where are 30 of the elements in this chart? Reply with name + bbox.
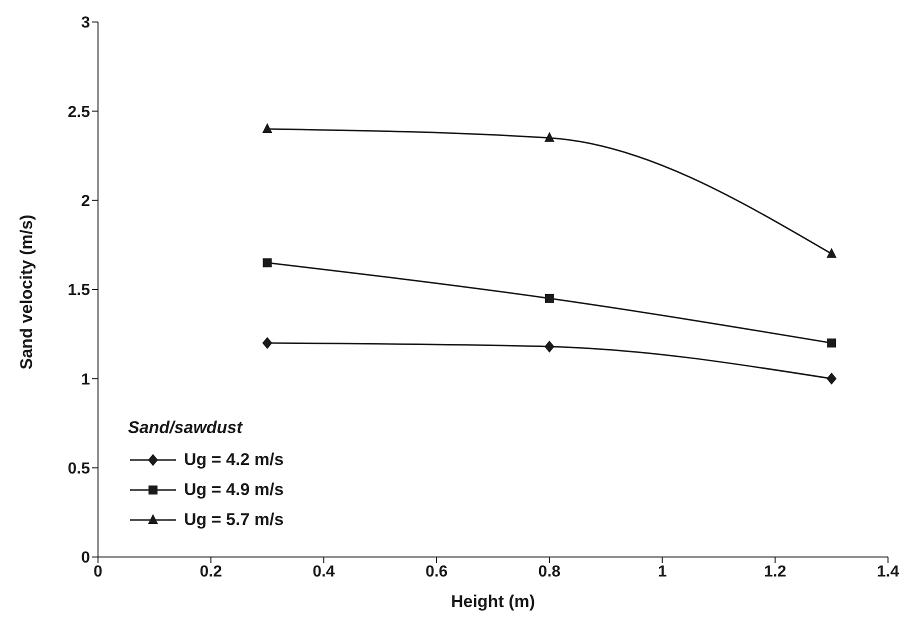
point xyxy=(827,338,836,348)
point xyxy=(544,294,554,303)
x-tick-label: 0.6 xyxy=(425,563,448,580)
point xyxy=(262,258,272,268)
point xyxy=(826,372,837,385)
y-tick-label: 3 xyxy=(81,14,90,32)
point xyxy=(262,123,272,133)
y-tick-label: 1 xyxy=(81,371,90,388)
point xyxy=(262,337,272,349)
x-tick-label: 1.2 xyxy=(764,563,786,580)
point xyxy=(826,248,837,258)
x-tick-label: 1 xyxy=(658,563,667,580)
x-tick-label: 0.8 xyxy=(538,563,561,580)
y-tick-label: 2.5 xyxy=(68,104,90,121)
x-tick-label: 0.4 xyxy=(312,563,335,580)
legend-label: Ug = 4.2 m/s xyxy=(184,450,284,470)
legend-label: Ug = 4.9 m/s xyxy=(184,480,284,500)
point xyxy=(544,132,554,142)
y-tick-label: 0.5 xyxy=(68,460,90,478)
legend-label: Ug = 5.7 m/s xyxy=(184,510,284,530)
y-tick-label: 2 xyxy=(81,193,90,210)
y-axis-title: Sand velocity (m/s) xyxy=(17,214,36,370)
x-tick-label: 0.2 xyxy=(200,563,222,580)
y-tick-label: 1.5 xyxy=(68,282,90,300)
legend-title: Sand/sawdust xyxy=(128,418,244,438)
point xyxy=(544,340,554,353)
y-tick-label: 0 xyxy=(81,550,90,567)
x-tick-label: 1.4 xyxy=(876,563,900,580)
x-axis-title: Height (m) xyxy=(450,592,536,611)
x-tick-label: 0 xyxy=(94,563,103,580)
